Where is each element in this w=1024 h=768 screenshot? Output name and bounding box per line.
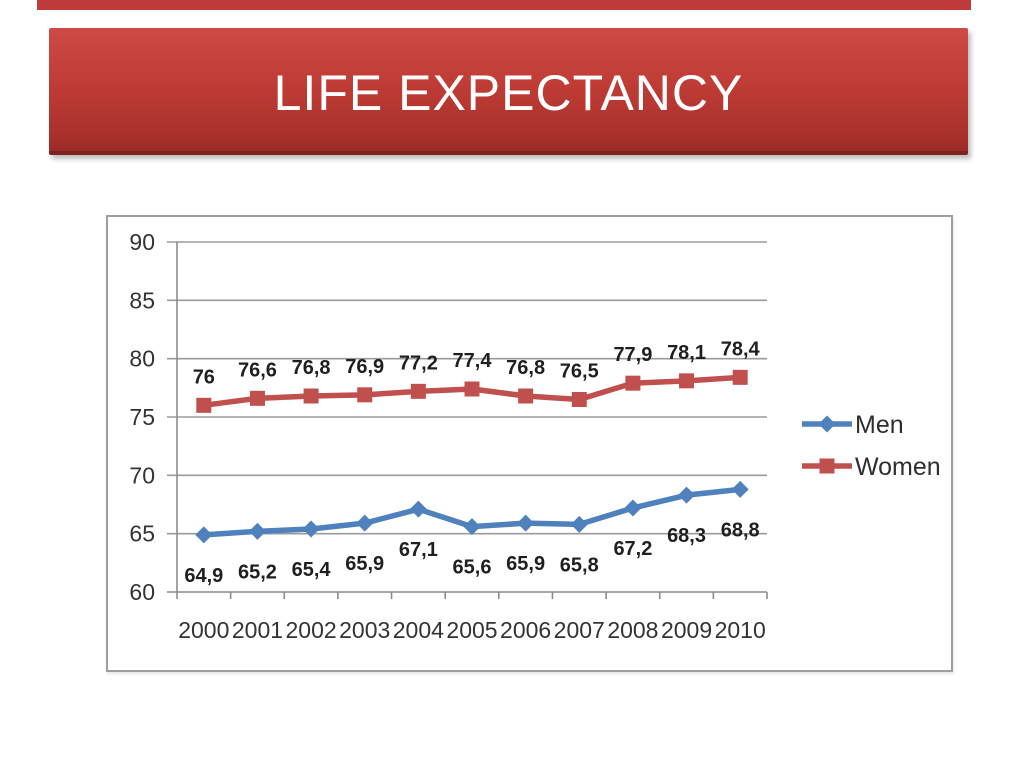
women-marker	[732, 369, 748, 385]
slide-title: LIFE EXPECTANCY	[273, 64, 744, 121]
y-axis-label: 60	[129, 579, 155, 605]
men-marker	[624, 499, 642, 517]
men-marker	[409, 500, 427, 518]
women-data-label: 78,4	[721, 338, 761, 360]
x-axis-label: 2003	[339, 617, 390, 643]
x-axis-label: 2001	[232, 617, 283, 643]
y-axis-label: 65	[129, 521, 155, 547]
x-axis-label: 2006	[500, 617, 551, 643]
women-data-label: 77,4	[453, 350, 493, 372]
women-marker	[518, 388, 534, 404]
men-data-label: 64,9	[184, 565, 223, 587]
women-data-label: 76,8	[292, 357, 331, 379]
men-marker	[356, 514, 374, 532]
y-axis-label: 70	[129, 462, 155, 488]
x-axis-label: 2000	[178, 617, 229, 643]
women-data-label: 76,8	[506, 357, 545, 379]
women-data-label: 76,6	[238, 359, 277, 381]
women-marker	[410, 383, 426, 399]
x-axis-label: 2009	[661, 617, 712, 643]
x-axis-label: 2007	[554, 617, 605, 643]
x-axis-label: 2005	[446, 617, 497, 643]
men-data-label: 68,8	[721, 519, 760, 541]
women-data-label: 76,5	[560, 361, 599, 383]
y-axis-label: 80	[129, 346, 155, 372]
men-legend-marker	[818, 415, 836, 433]
y-axis-label: 75	[129, 404, 155, 430]
men-data-label: 65,4	[292, 559, 332, 581]
women-data-label: 77,2	[399, 352, 438, 374]
women-legend-marker	[819, 458, 835, 474]
men-data-label: 68,3	[667, 525, 706, 547]
women-data-label: 78,1	[667, 342, 706, 364]
women-marker	[196, 397, 212, 413]
women-data-label: 77,9	[613, 344, 652, 366]
x-axis-label: 2008	[607, 617, 658, 643]
men-data-label: 65,8	[560, 554, 599, 576]
men-data-label: 67,1	[399, 539, 438, 561]
men-marker	[731, 480, 749, 498]
men-data-label: 67,2	[613, 538, 652, 560]
x-axis-label: 2004	[393, 617, 444, 643]
men-marker	[517, 514, 535, 532]
men-marker	[195, 526, 213, 544]
men-data-label: 65,6	[453, 557, 492, 579]
men-data-label: 65,9	[345, 553, 384, 575]
men-legend-label: Men	[855, 411, 904, 439]
women-marker	[249, 390, 265, 406]
men-marker	[678, 486, 696, 504]
women-marker	[357, 387, 373, 403]
women-data-label: 76,9	[345, 356, 384, 378]
x-axis-label: 2002	[286, 617, 337, 643]
x-axis-label: 2010	[715, 617, 766, 643]
women-legend-label: Women	[855, 453, 941, 481]
y-axis-label: 90	[129, 229, 155, 255]
top-accent-strip	[37, 0, 971, 10]
men-data-label: 65,9	[506, 553, 545, 575]
women-marker	[679, 373, 695, 389]
men-marker	[302, 520, 320, 538]
men-marker	[248, 522, 266, 540]
men-marker	[463, 518, 481, 536]
women-marker	[625, 375, 641, 391]
men-marker	[570, 515, 588, 533]
men-data-label: 65,2	[238, 561, 277, 583]
y-axis-label: 85	[129, 287, 155, 313]
women-marker	[571, 392, 587, 407]
women-data-label: 76	[193, 366, 215, 388]
women-marker	[303, 388, 319, 404]
title-banner: LIFE EXPECTANCY	[49, 28, 968, 155]
women-marker	[464, 381, 480, 397]
chart-frame: 60 65 70 75 80 85 90 2000 2001 2002 2003 2004 2005 20…	[106, 215, 953, 672]
